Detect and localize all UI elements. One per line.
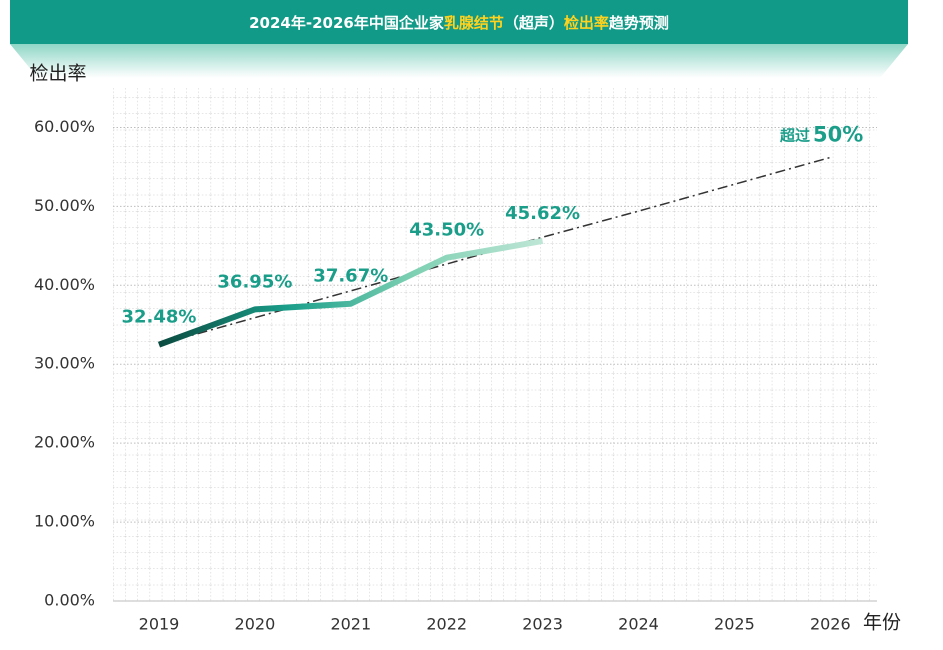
x-tick-label: 2021 [330, 615, 371, 634]
y-tick-label: 40.00% [34, 275, 95, 294]
title-part: 检出率 [564, 14, 609, 32]
y-axis-label: 检出率 [29, 63, 86, 85]
x-tick-label: 2020 [235, 615, 276, 634]
data-label: 32.48% [122, 307, 197, 328]
data-label: 36.95% [217, 271, 292, 292]
x-axis-label: 年份 [863, 612, 901, 634]
annotation-value: 50% [813, 122, 863, 146]
x-tick-label: 2024 [618, 615, 659, 634]
title-part: （超声） [504, 14, 564, 32]
chart-title: 2024年-2026年中国企业家乳腺结节（超声）检出率趋势预测 [249, 14, 669, 32]
annotation-prefix: 超过 [779, 126, 810, 144]
y-tick-label: 50.00% [34, 196, 95, 215]
title-part: 乳腺结节 [444, 14, 504, 32]
annotation: 超过 50% [779, 122, 863, 146]
banner-shade [10, 44, 908, 78]
x-tick-label: 2019 [139, 615, 180, 634]
y-tick-label: 0.00% [44, 591, 95, 610]
title-part: 2024年-2026年中国企业家 [249, 14, 444, 32]
y-tick-label: 60.00% [34, 117, 95, 136]
y-tick-label: 30.00% [34, 354, 95, 373]
y-tick-label: 10.00% [34, 512, 95, 531]
x-tick-label: 2022 [426, 615, 467, 634]
data-label: 45.62% [505, 203, 580, 224]
x-tick-label: 2025 [714, 615, 755, 634]
title-part: 趋势预测 [609, 14, 669, 32]
grid-pattern [113, 88, 877, 601]
data-label: 37.67% [313, 266, 388, 287]
x-tick-label: 2026 [810, 615, 851, 634]
x-tick-label: 2023 [522, 615, 563, 634]
banner [10, 0, 908, 44]
y-tick-label: 20.00% [34, 433, 95, 452]
data-line [157, 237, 544, 348]
data-label: 43.50% [409, 220, 484, 241]
